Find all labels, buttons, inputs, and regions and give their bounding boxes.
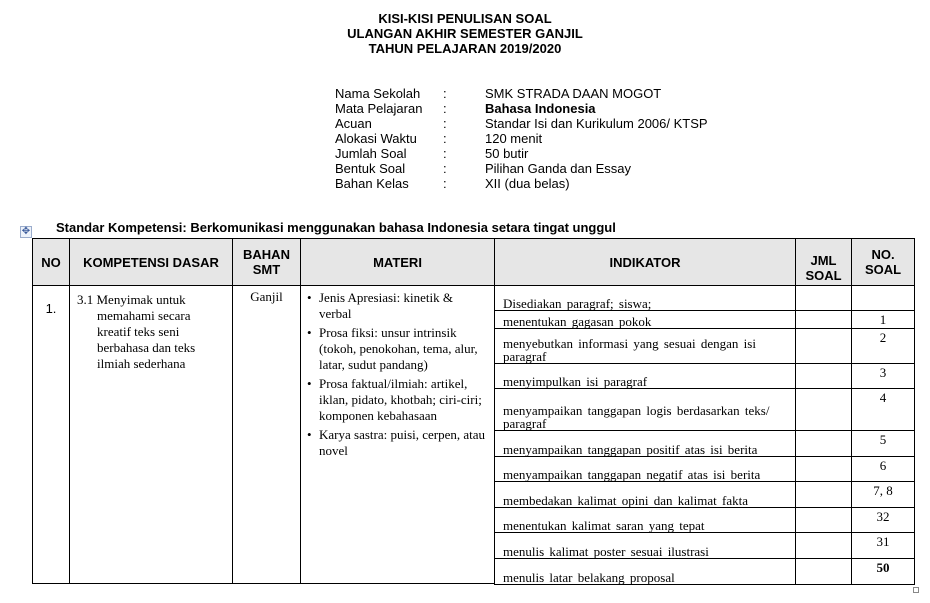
info-row: Bahan Kelas: XII (dua belas) <box>335 176 835 191</box>
jml-soal-cell <box>795 456 852 482</box>
indikator-text: menyimpulkan isi paragraf <box>503 374 648 389</box>
indikator-text: menyebutkan informasi yang sesuai dengan… <box>503 336 756 364</box>
info-colon: : <box>443 176 447 191</box>
indikator-row: menyimpulkan isi paragraf <box>494 363 796 389</box>
info-label: Bentuk Soal <box>335 161 406 176</box>
doc-title-1: KISI-KISI PENULISAN SOAL <box>378 11 552 26</box>
info-colon: : <box>443 116 447 131</box>
indikator-row: menulis latar belakang proposal <box>494 558 796 585</box>
jml-soal-cell <box>795 285 852 311</box>
kompetensi-dasar: 3.1 Menyimak untuk memahami secara kreat… <box>69 285 233 584</box>
header-no-soal: NO. SOAL <box>851 238 915 286</box>
indikator-row: menulis kalimat poster sesuai ilustrasi <box>494 532 796 559</box>
info-row: Bentuk Soal: Pilihan Ganda dan Essay <box>335 161 835 176</box>
jml-soal-cell <box>795 388 852 431</box>
no-soal-cell: 7, 8 <box>851 481 915 508</box>
info-value: XII (dua belas) <box>485 176 570 191</box>
materi-item: Prosa faktual/ilmiah: artikel, iklan, pi… <box>301 376 488 424</box>
indikator-text: menyampaikan tanggapan positif atas isi … <box>503 442 758 457</box>
info-row: Nama Sekolah: SMK STRADA DAAN MOGOT <box>335 86 835 101</box>
materi: Jenis Apresiasi: kinetik & verbalProsa f… <box>300 285 495 584</box>
info-value: Bahasa Indonesia <box>485 101 596 116</box>
info-value: Pilihan Ganda dan Essay <box>485 161 631 176</box>
table-resize-handle[interactable] <box>913 587 919 593</box>
no-soal-cell: 4 <box>851 388 915 431</box>
jml-soal-cell <box>795 328 852 364</box>
info-label: Bahan Kelas <box>335 176 409 191</box>
indikator-text: menentukan gagasan pokok <box>503 314 652 329</box>
bahan-smt: Ganjil <box>232 285 301 584</box>
indikator-text: menentukan kalimat saran yang tepat <box>503 518 705 533</box>
no-soal-cell: 2 <box>851 328 915 364</box>
header-materi: MATERI <box>300 238 495 286</box>
info-label: Acuan <box>335 116 372 131</box>
no-soal-cell: 1 <box>851 310 915 329</box>
header-jml-soal: JML SOAL <box>795 238 852 286</box>
doc-title-2: ULANGAN AKHIR SEMESTER GANJIL <box>347 26 583 41</box>
no-soal-cell: 3 <box>851 363 915 389</box>
materi-item: Jenis Apresiasi: kinetik & verbal <box>301 290 488 322</box>
indikator-row: membedakan kalimat opini dan kalimat fak… <box>494 481 796 508</box>
info-label: Mata Pelajaran <box>335 101 423 116</box>
info-row: Jumlah Soal: 50 butir <box>335 146 835 161</box>
jml-soal-cell <box>795 430 852 457</box>
indikator-text: menulis kalimat poster sesuai ilustrasi <box>503 544 709 559</box>
indikator-row: menentukan kalimat saran yang tepat <box>494 507 796 533</box>
indikator-text: menyampaikan tanggapan logis berdasarkan… <box>503 403 770 431</box>
indikator-row: menentukan gagasan pokok <box>494 310 796 329</box>
info-value: SMK STRADA DAAN MOGOT <box>485 86 662 101</box>
indikator-row: menyampaikan tanggapan negatif atas isi … <box>494 456 796 482</box>
info-value: 120 menit <box>485 131 543 146</box>
info-colon: : <box>443 131 447 146</box>
jml-soal-cell <box>795 532 852 559</box>
info-row: Alokasi Waktu: 120 menit <box>335 131 835 146</box>
no-soal-cell <box>851 285 915 311</box>
header-no: NO <box>32 238 70 286</box>
header-kompetensi-dasar: KOMPETENSI DASAR <box>69 238 233 286</box>
info-row: Acuan: Standar Isi dan Kurikulum 2006/ KT… <box>335 116 835 131</box>
indikator-row: menyampaikan tanggapan logis berdasarkan… <box>494 388 796 431</box>
info-colon: : <box>443 161 447 176</box>
info-label: Nama Sekolah <box>335 86 421 101</box>
table-move-handle-icon[interactable]: ✥ <box>20 226 32 238</box>
indikator-text: menulis latar belakang proposal <box>503 570 675 585</box>
row-no: 1. <box>32 285 70 584</box>
indikator-row: menyampaikan tanggapan positif atas isi … <box>494 430 796 457</box>
info-label: Alokasi Waktu <box>335 131 417 146</box>
header-indikator: INDIKATOR <box>494 238 796 286</box>
standar-kompetensi: Standar Kompetensi: Berkomunikasi menggu… <box>56 220 616 235</box>
info-label: Jumlah Soal <box>335 146 407 161</box>
info-value: 50 butir <box>485 146 529 161</box>
info-value: Standar Isi dan Kurikulum 2006/ KTSP <box>485 116 708 131</box>
no-soal-cell: 50 <box>851 558 915 585</box>
jml-soal-cell <box>795 558 852 585</box>
indikator-text: menyampaikan tanggapan negatif atas isi … <box>503 467 761 482</box>
materi-item: Prosa fiksi: unsur intrinsik (tokoh, pen… <box>301 325 488 373</box>
info-colon: : <box>443 86 447 101</box>
jml-soal-cell <box>795 363 852 389</box>
no-soal-cell: 5 <box>851 430 915 457</box>
jml-soal-cell <box>795 310 852 329</box>
no-soal-cell: 32 <box>851 507 915 533</box>
indikator-text: Disediakan paragraf; siswa; <box>503 296 652 311</box>
no-soal-cell: 6 <box>851 456 915 482</box>
info-colon: : <box>443 146 447 161</box>
indikator-text: membedakan kalimat opini dan kalimat fak… <box>503 493 749 508</box>
jml-soal-cell <box>795 507 852 533</box>
info-row: Mata Pelajaran: Bahasa Indonesia <box>335 101 835 116</box>
materi-item: Karya sastra: puisi, cerpen, atau novel <box>301 427 488 459</box>
header-bahan-smt: BAHAN SMT <box>232 238 301 286</box>
indikator-row: menyebutkan informasi yang sesuai dengan… <box>494 328 796 364</box>
doc-title-3: TAHUN PELAJARAN 2019/2020 <box>368 41 562 56</box>
info-block: Nama Sekolah: SMK STRADA DAAN MOGOT Mata P… <box>335 86 835 191</box>
no-soal-cell: 31 <box>851 532 915 559</box>
info-colon: : <box>443 101 447 116</box>
jml-soal-cell <box>795 481 852 508</box>
indikator-row: Disediakan paragraf; siswa; <box>494 285 796 311</box>
